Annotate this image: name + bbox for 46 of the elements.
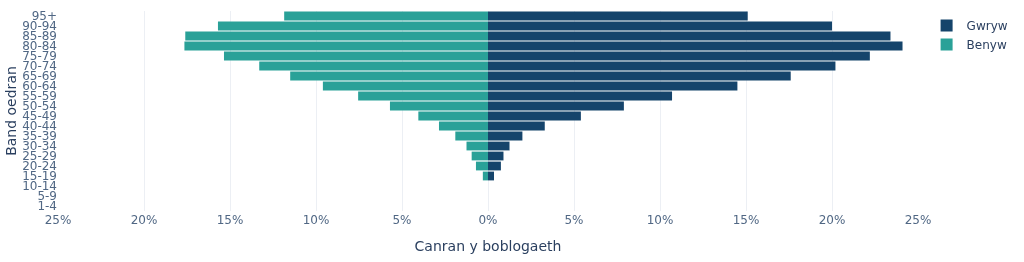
- bar: [488, 111, 581, 121]
- bar: [284, 11, 488, 21]
- bar: [488, 101, 624, 111]
- legend-label: Gwryw: [966, 19, 1008, 34]
- bar: [488, 121, 545, 131]
- bar: [358, 91, 488, 101]
- x-tick-label: 20%: [818, 213, 846, 227]
- bar: [488, 71, 791, 81]
- x-tick-label: 15%: [732, 213, 760, 227]
- bar: [488, 41, 903, 51]
- bar: [389, 101, 488, 111]
- bar: [455, 131, 488, 141]
- bar: [259, 61, 488, 71]
- bar: [488, 81, 738, 91]
- bar: [488, 131, 523, 141]
- bar: [488, 11, 748, 21]
- bar: [217, 21, 488, 31]
- bar: [185, 31, 488, 41]
- bar: [488, 91, 673, 101]
- bar: [223, 51, 488, 61]
- bar: [488, 141, 510, 151]
- bar: [322, 81, 488, 91]
- y-tick-label: 1-4: [37, 199, 57, 214]
- x-tick-label: 25%: [904, 213, 932, 227]
- bar: [488, 31, 891, 41]
- x-tick-label: 5%: [564, 213, 584, 227]
- bar: [290, 71, 488, 81]
- bar: [438, 121, 488, 131]
- bar: [184, 41, 488, 51]
- x-axis-title: Canran y boblogaeth: [414, 238, 562, 255]
- bar: [488, 51, 870, 61]
- bar: [418, 111, 488, 121]
- x-tick-label: 5%: [392, 213, 412, 227]
- x-tick-label: 0%: [478, 213, 498, 227]
- legend-label: Benyw: [966, 38, 1007, 53]
- x-tick-label: 10%: [646, 213, 674, 227]
- bar: [488, 171, 495, 181]
- x-tick-label: 15%: [216, 213, 244, 227]
- x-tick-label: 25%: [44, 213, 72, 227]
- y-axis-title: Band oedran: [2, 66, 19, 156]
- bar: [488, 161, 501, 171]
- bar: [488, 21, 832, 31]
- x-tick-label: 20%: [130, 213, 158, 227]
- bar: [488, 61, 836, 71]
- bar: [475, 161, 488, 171]
- x-tick-label: 10%: [302, 213, 330, 227]
